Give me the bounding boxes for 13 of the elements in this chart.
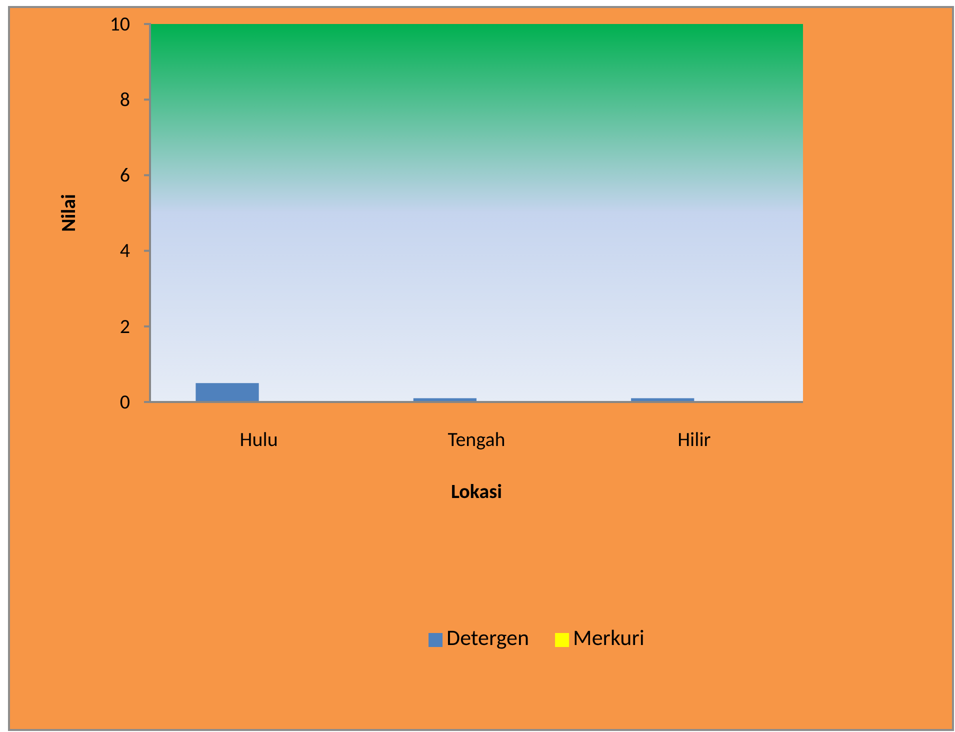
x-tick-label: Hulu: [240, 428, 278, 452]
x-tick-label: Hilir: [678, 428, 711, 452]
x-tick-label: Tengah: [448, 428, 506, 452]
x-axis-title: Lokasi: [450, 480, 502, 504]
y-tick-label: 10: [110, 12, 130, 36]
y-tick-label: 2: [120, 314, 130, 339]
y-tick-label: 6: [120, 164, 130, 188]
legend-label: Detergen: [446, 624, 530, 651]
y-tick-label: 4: [120, 239, 130, 264]
y-axis-title: Nilai: [57, 194, 81, 232]
legend-label: Merkuri: [573, 624, 644, 651]
y-tick-label: 0: [120, 390, 130, 414]
y-tick-label: 8: [120, 88, 130, 112]
